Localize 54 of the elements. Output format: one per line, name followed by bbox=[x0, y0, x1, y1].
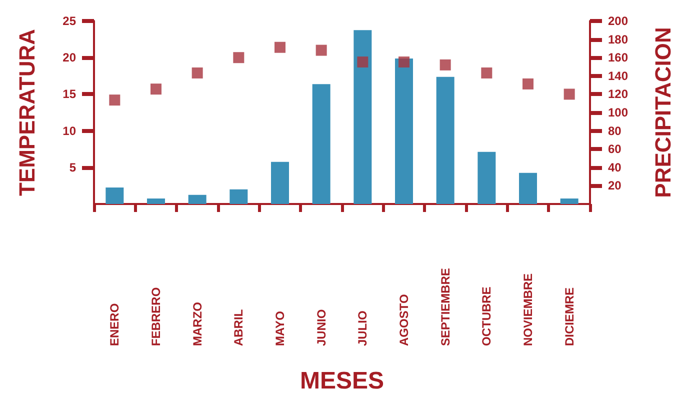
point bbox=[316, 44, 327, 56]
y-tick-label: 20 bbox=[62, 50, 76, 65]
y-tick-label: 10 bbox=[62, 124, 76, 138]
y2-tick-label: 20 bbox=[608, 178, 622, 193]
y2-tick-label: 100 bbox=[608, 106, 628, 120]
bar bbox=[147, 198, 165, 204]
y-tick-label: 15 bbox=[62, 87, 76, 102]
y-axis-title: TEMPERATURA bbox=[14, 28, 40, 196]
bar bbox=[560, 198, 578, 204]
y2-tick-label: 140 bbox=[608, 68, 628, 83]
bar bbox=[271, 162, 289, 204]
x-tick-label: JULIO bbox=[356, 310, 370, 346]
x-tick-label: ABRIL bbox=[232, 309, 246, 346]
y2-tick-label: 160 bbox=[608, 50, 628, 65]
bar bbox=[436, 76, 454, 204]
point bbox=[274, 42, 286, 53]
y2-tick-label: 120 bbox=[608, 87, 628, 102]
y-tick-label: 25 bbox=[62, 14, 76, 28]
point bbox=[564, 88, 575, 100]
point bbox=[481, 67, 492, 78]
x-tick-label: MAYO bbox=[273, 311, 287, 346]
x-tick-label: ENERO bbox=[108, 303, 122, 346]
bar bbox=[106, 188, 124, 204]
bar bbox=[188, 194, 206, 204]
x-tick-label: NOVIEMBRE bbox=[521, 273, 535, 346]
y2-tick-label: 180 bbox=[608, 32, 628, 46]
x-tick-label: AGOSTO bbox=[397, 294, 411, 346]
bar bbox=[478, 152, 496, 204]
point bbox=[522, 78, 534, 90]
y-tick-label: 5 bbox=[69, 160, 76, 174]
y2-axis-title: PRECIPITACION bbox=[650, 27, 676, 198]
bar bbox=[519, 172, 537, 204]
bar bbox=[354, 30, 372, 204]
y2-tick-label: 80 bbox=[608, 124, 622, 138]
x-axis-title: MESES bbox=[300, 368, 384, 394]
point bbox=[233, 52, 244, 64]
x-tick-label: DICIEMRE bbox=[562, 287, 576, 346]
x-tick-label: SEPTIEMBRE bbox=[438, 268, 452, 346]
point bbox=[398, 56, 410, 68]
point bbox=[109, 94, 120, 106]
x-tick-label: FEBRERO bbox=[149, 287, 163, 346]
bar bbox=[312, 84, 330, 204]
point bbox=[357, 56, 368, 68]
x-tick-label: JUNIO bbox=[314, 309, 328, 346]
y2-tick-label: 200 bbox=[608, 14, 628, 28]
bar bbox=[395, 58, 413, 204]
y2-tick-label: 40 bbox=[608, 160, 622, 174]
point bbox=[440, 59, 451, 70]
point bbox=[150, 84, 162, 95]
y2-tick-label: 60 bbox=[608, 142, 622, 156]
x-tick-label: MARZO bbox=[190, 302, 204, 346]
bar bbox=[230, 189, 248, 204]
point bbox=[192, 67, 203, 78]
x-tick-label: OCTUBRE bbox=[480, 286, 494, 346]
